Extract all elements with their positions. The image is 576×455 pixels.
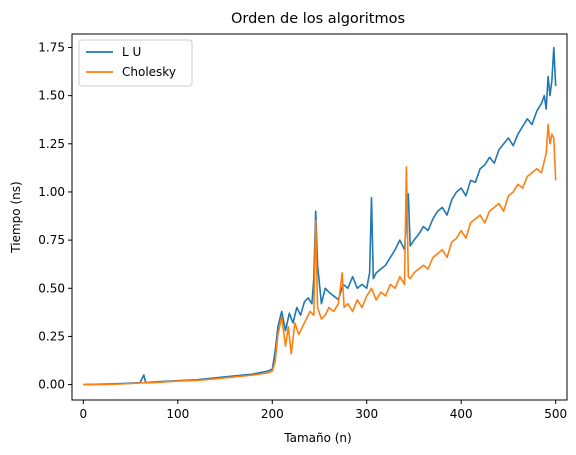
plot-frame — [71, 33, 568, 401]
y-tick-label: 0.50 — [38, 281, 65, 295]
x-tick-label: 200 — [261, 407, 284, 421]
y-axis-label: Tiempo (ns) — [9, 181, 23, 253]
x-tick-label: 100 — [166, 407, 189, 421]
x-tick-label: 300 — [355, 407, 378, 421]
plot-area — [83, 46, 557, 386]
y-tick-label: 1.00 — [38, 185, 65, 199]
series-line-cholesky — [83, 123, 557, 386]
y-tick-label: 1.50 — [38, 89, 65, 103]
legend: L U Cholesky — [78, 39, 193, 87]
x-axis-label: Tamaño (n) — [283, 431, 351, 445]
y-tick-label: 0.75 — [38, 233, 65, 247]
y-tick-label: 0.00 — [38, 378, 65, 392]
y-axis: 0.00 0.25 0.50 0.75 1.00 1.25 1.50 1.75 — [38, 40, 72, 392]
x-tick-label: 0 — [80, 407, 88, 421]
x-axis: 0 100 200 300 400 500 — [80, 400, 567, 421]
x-tick-label: 400 — [450, 407, 473, 421]
y-tick-label: 1.75 — [38, 40, 65, 54]
legend-label: L U — [122, 45, 141, 59]
y-tick-label: 0.25 — [38, 329, 65, 343]
legend-label: Cholesky — [122, 65, 176, 79]
x-tick-label: 500 — [544, 407, 567, 421]
chart-title: Orden de los algoritmos — [231, 11, 405, 27]
series-line-lu — [83, 46, 557, 386]
y-tick-label: 1.25 — [38, 137, 65, 151]
